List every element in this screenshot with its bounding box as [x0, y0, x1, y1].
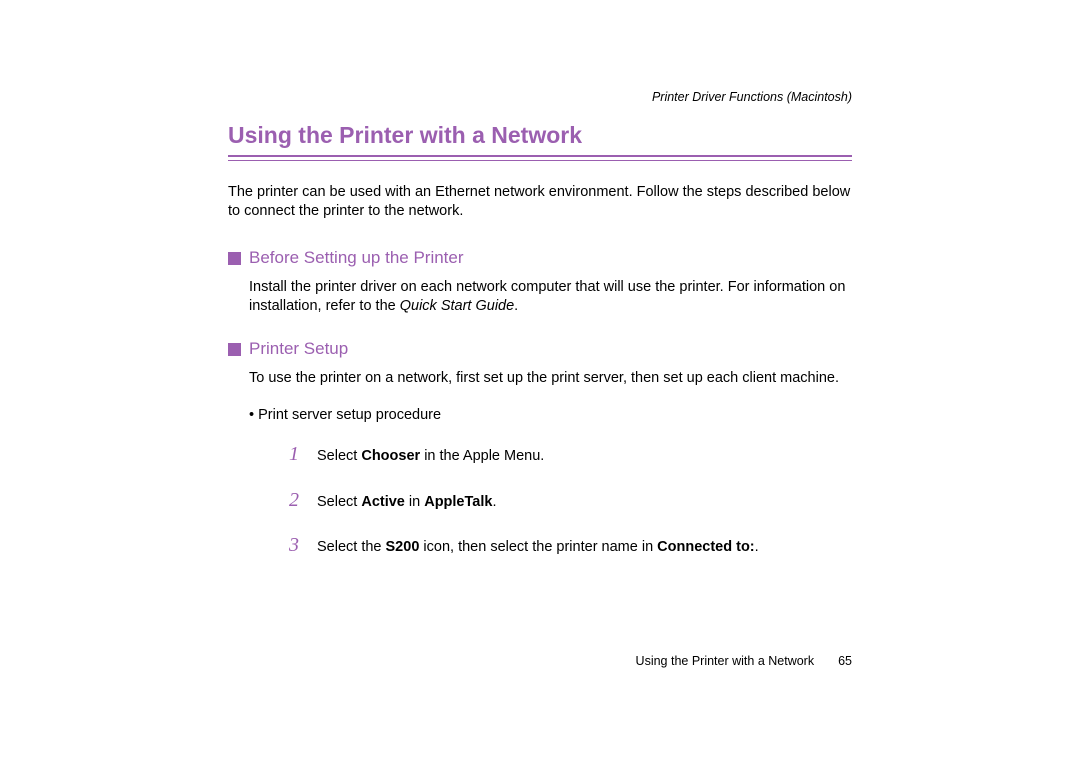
step-text-part: .: [492, 494, 496, 510]
square-bullet-icon: [228, 343, 241, 356]
step-text-part: Select: [317, 494, 361, 510]
section-text: Install the printer driver on each netwo…: [249, 279, 845, 314]
intro-paragraph: The printer can be used with an Ethernet…: [228, 183, 852, 220]
section-body: To use the printer on a network, first s…: [249, 369, 852, 559]
step-text-part: in: [405, 494, 424, 510]
footer-title: Using the Printer with a Network: [636, 654, 815, 668]
section-body: Install the printer driver on each netwo…: [249, 278, 852, 315]
doc-reference: Quick Start Guide: [400, 298, 514, 314]
section-text: .: [514, 298, 518, 314]
step-text: Select Chooser in the Apple Menu.: [317, 447, 544, 466]
step-text-part: .: [755, 539, 759, 555]
step-text-part: icon, then select the printer name in: [419, 539, 657, 555]
square-bullet-icon: [228, 252, 241, 265]
step-number: 1: [289, 442, 317, 468]
step-list: 1 Select Chooser in the Apple Menu. 2 Se…: [289, 442, 852, 559]
step-bold: AppleTalk: [424, 494, 492, 510]
step-item: 3 Select the S200 icon, then select the …: [289, 533, 852, 559]
step-item: 1 Select Chooser in the Apple Menu.: [289, 442, 852, 468]
step-number: 3: [289, 533, 317, 559]
step-bold: Active: [361, 494, 405, 510]
section-text: To use the printer on a network, first s…: [249, 369, 852, 388]
section-title: Before Setting up the Printer: [249, 248, 464, 268]
page-footer: Using the Printer with a Network 65: [636, 654, 852, 668]
step-item: 2 Select Active in AppleTalk.: [289, 488, 852, 514]
page-number: 65: [838, 654, 852, 668]
step-text: Select Active in AppleTalk.: [317, 493, 496, 512]
title-rule: [228, 155, 852, 159]
sub-bullet: • Print server setup procedure: [249, 406, 852, 425]
step-text-part: Select: [317, 448, 361, 464]
step-text-part: Select the: [317, 539, 386, 555]
step-text: Select the S200 icon, then select the pr…: [317, 538, 759, 557]
step-bold: Connected to:: [657, 539, 754, 555]
header-breadcrumb: Printer Driver Functions (Macintosh): [228, 90, 852, 104]
section-heading: Before Setting up the Printer: [228, 248, 852, 268]
step-text-part: in the Apple Menu.: [420, 448, 544, 464]
title-rule-thin: [228, 160, 852, 161]
step-number: 2: [289, 488, 317, 514]
step-bold: S200: [386, 539, 420, 555]
step-bold: Chooser: [361, 448, 420, 464]
section-title: Printer Setup: [249, 339, 348, 359]
page-title: Using the Printer with a Network: [228, 122, 852, 149]
document-page: Printer Driver Functions (Macintosh) Usi…: [228, 90, 852, 579]
section-heading: Printer Setup: [228, 339, 852, 359]
